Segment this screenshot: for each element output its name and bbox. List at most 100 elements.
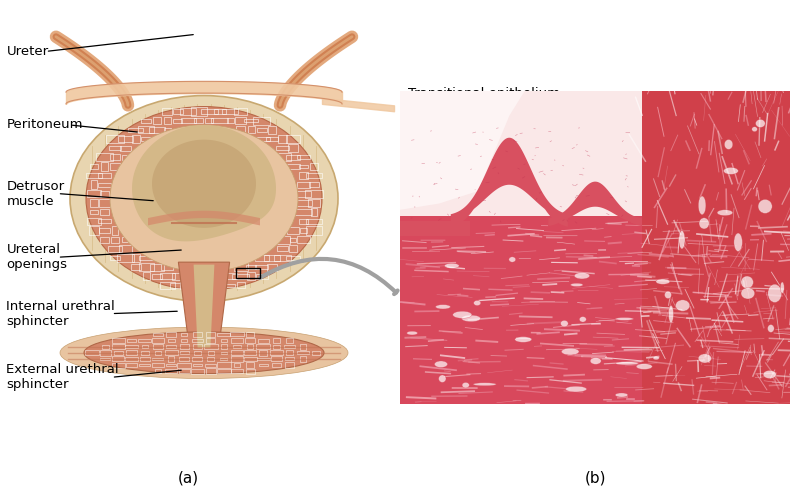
Bar: [90, 210, 98, 214]
Bar: [102, 344, 109, 349]
Bar: [152, 358, 163, 360]
Bar: [211, 118, 228, 123]
Bar: [231, 350, 243, 355]
Bar: [149, 127, 165, 133]
Ellipse shape: [406, 331, 418, 335]
Bar: [306, 190, 322, 198]
Ellipse shape: [70, 96, 338, 301]
Ellipse shape: [758, 199, 772, 213]
Bar: [179, 351, 189, 354]
Bar: [256, 344, 270, 349]
Bar: [226, 284, 235, 287]
Bar: [400, 216, 790, 404]
Bar: [309, 182, 319, 188]
Bar: [286, 350, 293, 355]
Bar: [310, 163, 318, 170]
Ellipse shape: [741, 276, 754, 289]
Bar: [99, 228, 110, 233]
Bar: [131, 264, 141, 270]
Bar: [164, 117, 170, 124]
Bar: [112, 363, 125, 368]
Bar: [300, 344, 306, 349]
Bar: [138, 339, 151, 343]
Ellipse shape: [86, 107, 322, 290]
Polygon shape: [642, 91, 790, 404]
Bar: [221, 344, 227, 349]
Bar: [152, 274, 162, 279]
Bar: [166, 364, 176, 367]
Polygon shape: [450, 138, 568, 227]
Bar: [110, 256, 120, 260]
Bar: [143, 272, 150, 280]
Bar: [165, 369, 178, 373]
Ellipse shape: [717, 210, 733, 216]
Ellipse shape: [570, 283, 583, 287]
Bar: [153, 344, 163, 349]
Ellipse shape: [767, 324, 774, 332]
Bar: [164, 128, 170, 132]
Bar: [237, 282, 245, 289]
Bar: [246, 265, 256, 270]
Ellipse shape: [434, 361, 447, 368]
Bar: [173, 109, 182, 114]
Bar: [295, 209, 312, 215]
Ellipse shape: [574, 272, 590, 279]
Polygon shape: [152, 140, 256, 228]
Bar: [230, 369, 243, 373]
Bar: [100, 358, 110, 360]
Bar: [193, 332, 202, 337]
Bar: [244, 119, 258, 122]
Bar: [268, 125, 276, 134]
Polygon shape: [548, 182, 642, 226]
Text: Submucosa: Submucosa: [408, 141, 486, 153]
Bar: [226, 118, 234, 123]
Bar: [96, 153, 113, 161]
Bar: [222, 109, 238, 114]
Bar: [101, 162, 108, 171]
Bar: [141, 137, 151, 141]
Bar: [206, 282, 213, 289]
Bar: [153, 333, 163, 336]
Ellipse shape: [768, 284, 782, 302]
Bar: [246, 332, 254, 337]
Bar: [89, 226, 99, 235]
Bar: [272, 363, 281, 367]
Bar: [264, 255, 280, 261]
Ellipse shape: [462, 382, 470, 388]
Bar: [180, 108, 197, 115]
Polygon shape: [194, 265, 214, 348]
Bar: [111, 226, 118, 235]
Bar: [119, 245, 132, 253]
Bar: [297, 182, 310, 188]
Bar: [118, 136, 134, 142]
Ellipse shape: [561, 320, 568, 327]
Bar: [246, 368, 254, 374]
Bar: [90, 164, 98, 169]
Ellipse shape: [780, 282, 784, 294]
Bar: [306, 173, 322, 178]
Bar: [231, 338, 243, 343]
Bar: [214, 272, 225, 281]
Bar: [259, 350, 267, 356]
Bar: [165, 350, 178, 355]
Bar: [106, 135, 123, 143]
Bar: [178, 369, 190, 373]
Ellipse shape: [656, 279, 670, 284]
Bar: [236, 126, 245, 133]
Bar: [108, 246, 122, 252]
Bar: [297, 351, 309, 354]
Bar: [191, 107, 206, 116]
Bar: [309, 199, 319, 207]
Bar: [167, 339, 174, 342]
Bar: [270, 356, 282, 362]
Bar: [234, 108, 247, 115]
Bar: [90, 180, 98, 189]
Bar: [286, 164, 300, 169]
Bar: [214, 109, 226, 114]
Bar: [111, 237, 119, 243]
Bar: [286, 155, 300, 160]
Bar: [299, 219, 308, 224]
Ellipse shape: [698, 196, 706, 215]
Bar: [174, 119, 182, 122]
Polygon shape: [132, 125, 276, 242]
